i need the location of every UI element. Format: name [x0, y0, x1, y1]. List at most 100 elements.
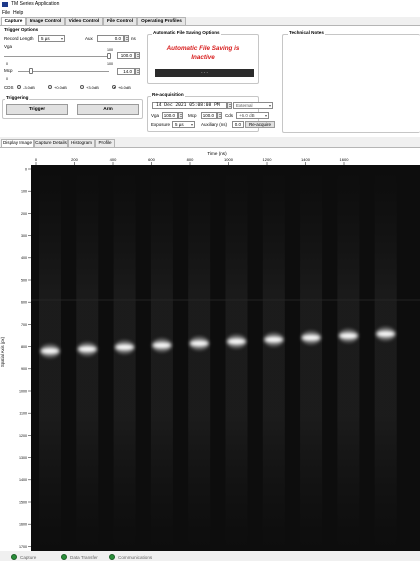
vga-min-label: 0 — [6, 62, 8, 66]
signal-column — [39, 170, 61, 550]
y-tick-label: 1400 — [19, 478, 27, 482]
trigger-button[interactable]: Trigger — [6, 104, 68, 115]
cds-radio-plus6[interactable] — [112, 85, 116, 89]
aux-input[interactable]: 0.0 — [97, 35, 124, 42]
x-tick-label: 800 — [187, 157, 194, 162]
data-transfer-status-led — [61, 554, 67, 560]
reacq-vga-label: Vga — [151, 113, 160, 118]
chevron-down-icon — [191, 124, 193, 126]
vga-input[interactable]: 100.0 — [117, 52, 135, 59]
exposure-select[interactable]: 5 µs — [172, 121, 195, 128]
auto-save-status-line2: Inactive — [191, 54, 215, 61]
mcp-slider-thumb[interactable] — [29, 68, 33, 74]
arm-button[interactable]: Arm — [77, 104, 139, 115]
signal-band — [78, 345, 97, 353]
technical-notes-title: Technical Notes — [288, 30, 325, 35]
menu-help[interactable]: Help — [13, 10, 24, 16]
tab-video-control[interactable]: Video Control — [65, 17, 103, 25]
y-tick-label: 500 — [21, 278, 27, 282]
y-tick-label: 400 — [21, 256, 27, 260]
tab-histogram[interactable]: Histogram — [68, 139, 95, 147]
tab-image-control[interactable]: Image Control — [26, 17, 65, 25]
cds-option-label: +6.0dB — [118, 85, 131, 90]
cds-label: CDS — [4, 85, 14, 90]
y-tick-label: 1000 — [19, 389, 27, 393]
view-tab-strip: Display Image Capture Details Histogram … — [0, 139, 420, 148]
reacq-mcp-input[interactable]: 100.0 — [201, 112, 217, 119]
reacq-mcp-spinner[interactable] — [217, 112, 222, 119]
mcp-slider-track[interactable] — [18, 71, 109, 72]
signal-column — [76, 170, 99, 550]
reacquisition-title: Re-acquisition — [151, 92, 185, 97]
record-length-select[interactable]: 5 µs — [38, 35, 65, 42]
signal-band — [227, 338, 246, 345]
y-tick-label: 900 — [21, 367, 27, 371]
y-tick-label: 1700 — [19, 545, 27, 549]
reacq-vga-spinner[interactable] — [178, 112, 183, 119]
menu-file[interactable]: File — [2, 10, 11, 16]
vga-slider-thumb[interactable] — [107, 53, 111, 59]
tab-profile[interactable]: Profile — [95, 139, 115, 147]
signal-band — [152, 342, 171, 349]
signal-column — [113, 170, 136, 550]
vga-max-label: 100 — [107, 48, 113, 52]
signal-band — [115, 344, 134, 351]
chevron-down-icon — [269, 105, 271, 107]
vga-spinner[interactable] — [135, 52, 140, 59]
y-tick-label: 1500 — [19, 500, 27, 504]
technical-notes-textarea[interactable] — [287, 38, 420, 129]
x-tick-label: 400 — [110, 157, 117, 162]
datetime-spinner[interactable] — [227, 102, 232, 109]
cds-radio-plus3[interactable] — [80, 85, 84, 89]
y-axis-title: Spatial Axis (px) — [0, 336, 5, 367]
mcp-input[interactable]: 14.0 — [117, 68, 135, 75]
exposure-label: Exposure — [151, 122, 171, 127]
vga-label: Vga — [4, 44, 13, 49]
communications-status-led — [109, 554, 115, 560]
aux-label: Aux — [85, 36, 93, 41]
y-tick-label: 1100 — [19, 412, 27, 416]
reacq-vga-input[interactable]: 100.0 — [162, 112, 178, 119]
y-tick-label: 1300 — [19, 456, 27, 460]
cds-radio-minus3[interactable] — [17, 85, 21, 89]
x-tick-label: 600 — [148, 157, 155, 162]
title-bar — [0, 0, 420, 9]
signal-band — [41, 347, 59, 355]
signal-column — [150, 170, 173, 550]
reacq-cds-label: Cds — [225, 113, 234, 118]
aux-unit-label: ns — [131, 36, 136, 41]
y-tick-label: 100 — [21, 190, 27, 194]
tab-operating-profiles[interactable]: Operating Profiles — [137, 17, 186, 25]
tab-capture[interactable]: Capture — [1, 17, 26, 26]
mcp-spinner[interactable] — [135, 68, 140, 75]
aux-spinner[interactable] — [124, 35, 129, 42]
window-title: TM Series Application — [11, 1, 60, 7]
communications-status-label: Communications — [118, 555, 153, 560]
chevron-down-icon — [61, 38, 63, 40]
signal-band — [190, 340, 209, 347]
y-tick-label: 1600 — [19, 523, 27, 527]
capture-status-led — [11, 554, 17, 560]
cds-option-label: +3.0dB — [86, 85, 99, 90]
vga-slider-track[interactable] — [4, 56, 109, 57]
mcp-label: Mcp — [4, 68, 13, 73]
tab-file-control[interactable]: File Control — [103, 17, 137, 25]
reacquisition-datetime[interactable]: 14 Dec 2021 05:08:08 PM — [152, 102, 227, 109]
x-tick-label: 1600 — [340, 157, 350, 162]
image-plot: Time (ns) Spatial Axis (px) 0 200 400 600 80… — [0, 151, 420, 551]
reacq-cds-select[interactable]: +6.0 dB — [236, 112, 269, 119]
signal-column — [337, 170, 360, 550]
trigger-mode-select[interactable]: External — [233, 102, 273, 109]
y-tick-label: 1200 — [19, 434, 27, 438]
tab-capture-details[interactable]: Capture Details — [34, 139, 68, 147]
signal-column — [374, 170, 397, 550]
capture-status-label: Capture — [20, 555, 37, 560]
signal-column — [225, 170, 248, 550]
menu-bar — [0, 9, 420, 17]
reacquire-button[interactable]: Re-acquire — [245, 121, 275, 128]
auxiliary-input[interactable]: 0.0 — [232, 121, 244, 128]
tab-display-image[interactable]: Display Image — [1, 139, 34, 148]
signal-column — [262, 170, 285, 550]
cds-option-label: +0.0dB — [54, 85, 67, 90]
cds-radio-0[interactable] — [48, 85, 52, 89]
